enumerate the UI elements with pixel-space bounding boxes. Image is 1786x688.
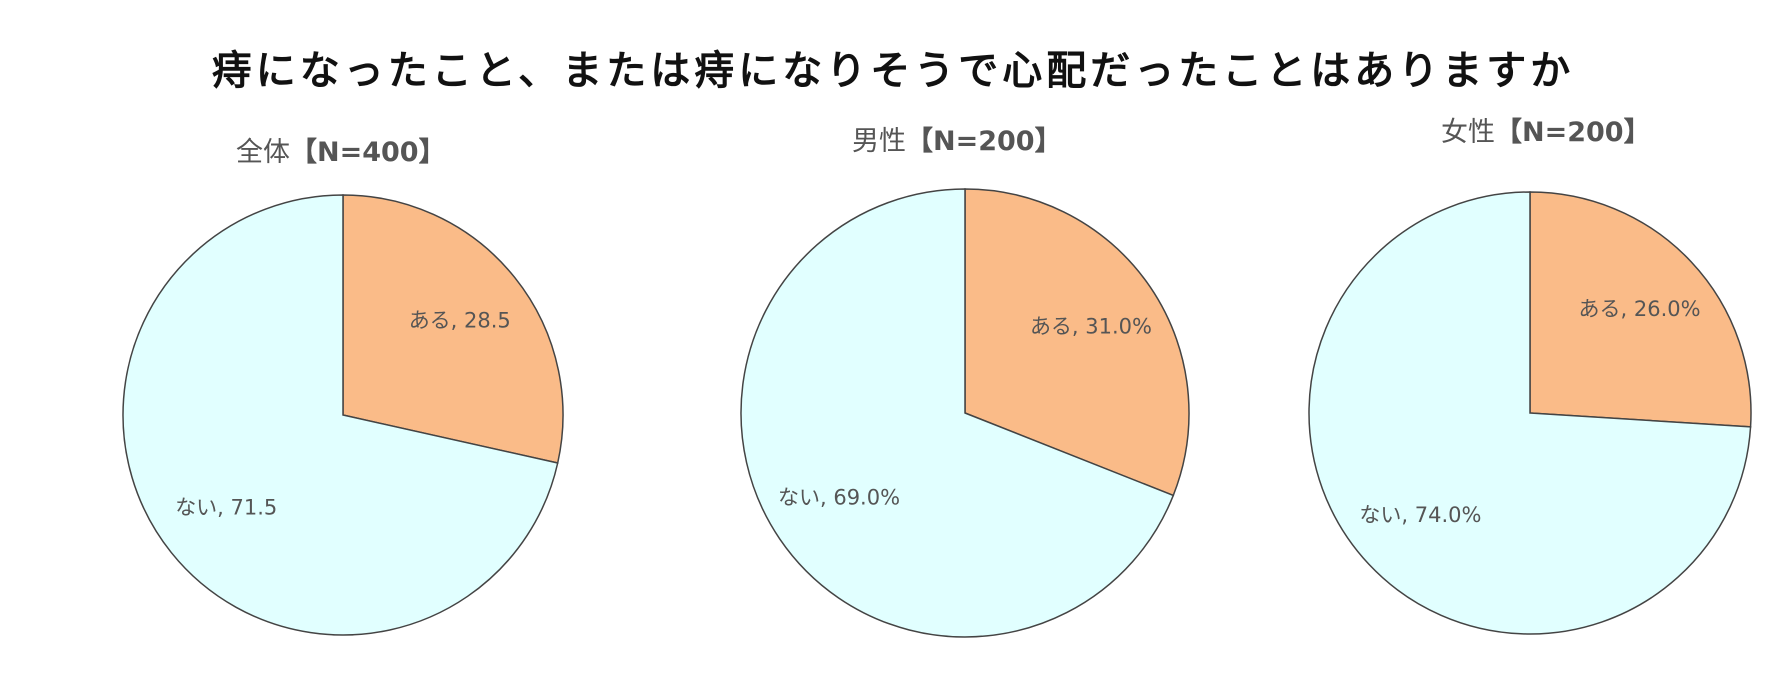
slice-label-female-nai: ない, 74.0% — [1359, 503, 1481, 527]
pie-slice-female-aru — [1529, 191, 1752, 428]
slice-label-male-aru: ある, 31.0% — [1030, 314, 1152, 338]
pie-title-female: 女性【N=200】 — [1441, 110, 1651, 149]
pie-title-female-label: 女性 — [1441, 117, 1495, 148]
pie-title-male-label: 男性 — [852, 126, 906, 157]
pie-title-male-n: 【N=200】 — [906, 126, 1062, 157]
chart-title: 痔になったこと、または痔になりそうで心配だったことはありますか — [211, 48, 1575, 94]
pie-slice-male-aru — [964, 188, 1190, 497]
slice-label-overall-nai: ない, 71.5 — [175, 496, 277, 520]
slice-label-overall-aru: ある, 28.5 — [409, 308, 511, 332]
pie-slice-overall-aru — [342, 194, 564, 464]
pie-title-overall-n: 【N=400】 — [290, 137, 446, 168]
pie-slice-male-nai — [740, 188, 1175, 638]
slice-label-female-aru: ある, 26.0% — [1579, 297, 1701, 321]
pie-title-female-n: 【N=200】 — [1495, 117, 1651, 148]
slice-label-male-nai: ない, 69.0% — [778, 486, 900, 510]
pie-title-overall-label: 全体 — [236, 137, 290, 168]
pie-slice-female-nai — [1308, 191, 1752, 635]
pie-title-overall: 全体【N=400】 — [236, 130, 446, 169]
pie-slice-overall-nai — [122, 194, 559, 636]
pie-title-male: 男性【N=200】 — [852, 119, 1062, 158]
